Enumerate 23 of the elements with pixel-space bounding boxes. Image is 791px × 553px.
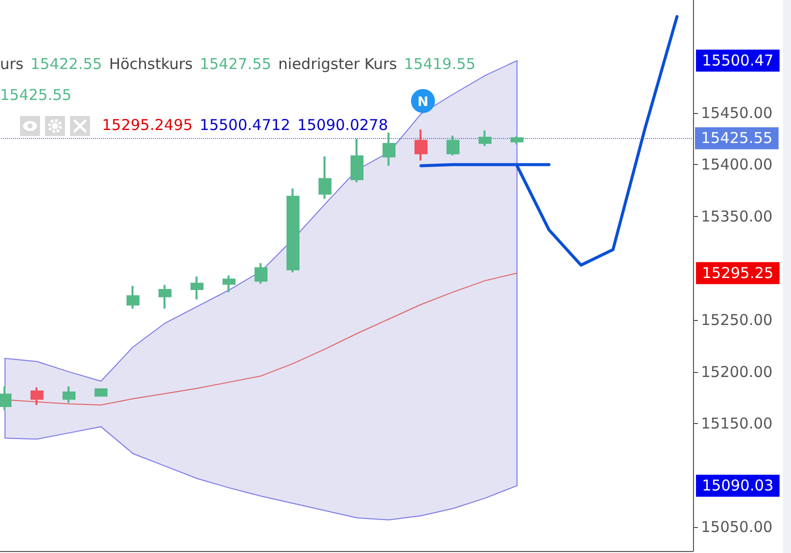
text: 15090.03 <box>702 476 774 495</box>
y-tick-label: 15400.00 <box>701 156 773 174</box>
text: 15295.25 <box>702 264 774 282</box>
annotation: 15425.55 <box>0 86 72 104</box>
y-tick-label: 15150.00 <box>701 414 773 433</box>
news-icon: N <box>411 89 435 113</box>
annotation: urs <box>0 55 24 73</box>
y-tick-label: 15200.00 <box>701 362 773 381</box>
ref-line-label: 15425.55 <box>701 129 773 148</box>
annotation: Höchstkurs <box>109 55 193 73</box>
annotation: 15295.2495 <box>102 116 193 134</box>
annotation: niedrigster Kurs <box>278 55 397 73</box>
text: 15500.47 <box>702 52 774 70</box>
y-tick-label: 15050.00 <box>701 518 773 536</box>
annotation: 15419.55 <box>404 55 476 73</box>
annotation: 15422.55 <box>30 55 102 73</box>
annotation: N <box>418 95 428 110</box>
annotation: 15090.0278 <box>297 116 388 134</box>
y-tick-label: 15250.00 <box>701 311 773 330</box>
annotation: 15427.55 <box>200 55 272 73</box>
y-tick-label: 15450.00 <box>701 104 773 122</box>
annotation: 15500.4712 <box>200 116 290 134</box>
y-tick-label: 15350.00 <box>701 207 773 226</box>
